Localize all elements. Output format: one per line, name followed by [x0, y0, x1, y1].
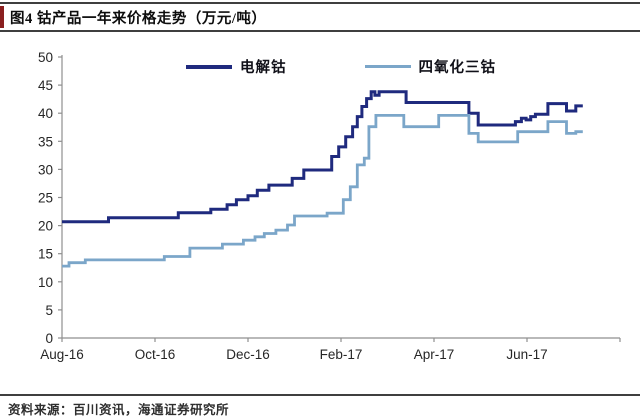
x-tick-label: Dec-16	[226, 347, 270, 362]
x-tick-label: Apr-17	[414, 347, 455, 362]
series-line-electrolytic-cobalt	[62, 90, 583, 224]
legend-line-swatch-cobalt-tetroxide	[364, 65, 411, 68]
y-tick-label: 0	[45, 331, 53, 346]
series-line-cobalt-tetroxide	[62, 114, 583, 268]
source-footer: 资料来源：百川资讯，海通证券研究所	[0, 394, 640, 417]
y-tick-label: 45	[38, 78, 53, 93]
y-tick-label: 50	[38, 50, 53, 65]
chart-legend: 电解钴 四氧化三钴	[62, 56, 620, 77]
x-tick-label: Oct-16	[135, 347, 176, 362]
y-tick-label: 20	[38, 219, 53, 234]
source-text: 资料来源：百川资讯，海通证券研究所	[8, 403, 230, 417]
legend-item-electrolytic-cobalt: 电解钴	[186, 56, 287, 77]
y-tick-label: 25	[38, 191, 53, 206]
x-tick-label: Aug-16	[40, 347, 84, 362]
y-tick-label: 15	[38, 247, 53, 262]
y-tick-label: 40	[38, 106, 53, 121]
chart-canvas: 0 5 10 15 20 25 30 35 40 45 50 Aug-16 Oct-16 Dec-16 Fe…	[38, 50, 621, 362]
x-tick-label: Feb-17	[320, 347, 363, 362]
legend-item-cobalt-tetroxide: 四氧化三钴	[364, 56, 497, 77]
legend-label-electrolytic-cobalt: 电解钴	[240, 60, 287, 76]
legend-line-swatch-electrolytic-cobalt	[186, 64, 232, 69]
y-tick-label: 10	[38, 275, 53, 290]
y-tick-label: 35	[38, 134, 53, 149]
x-tick-label: Jun-17	[506, 347, 547, 362]
y-tick-label: 30	[38, 162, 53, 177]
legend-label-cobalt-tetroxide: 四氧化三钴	[418, 60, 496, 76]
title-accent-marker	[0, 6, 4, 28]
y-tick-label: 5	[45, 303, 53, 318]
figure-titlebar: 图4 钴产品一年来价格走势（万元/吨）	[0, 2, 640, 32]
figure-title: 图4 钴产品一年来价格走势（万元/吨）	[10, 10, 267, 27]
